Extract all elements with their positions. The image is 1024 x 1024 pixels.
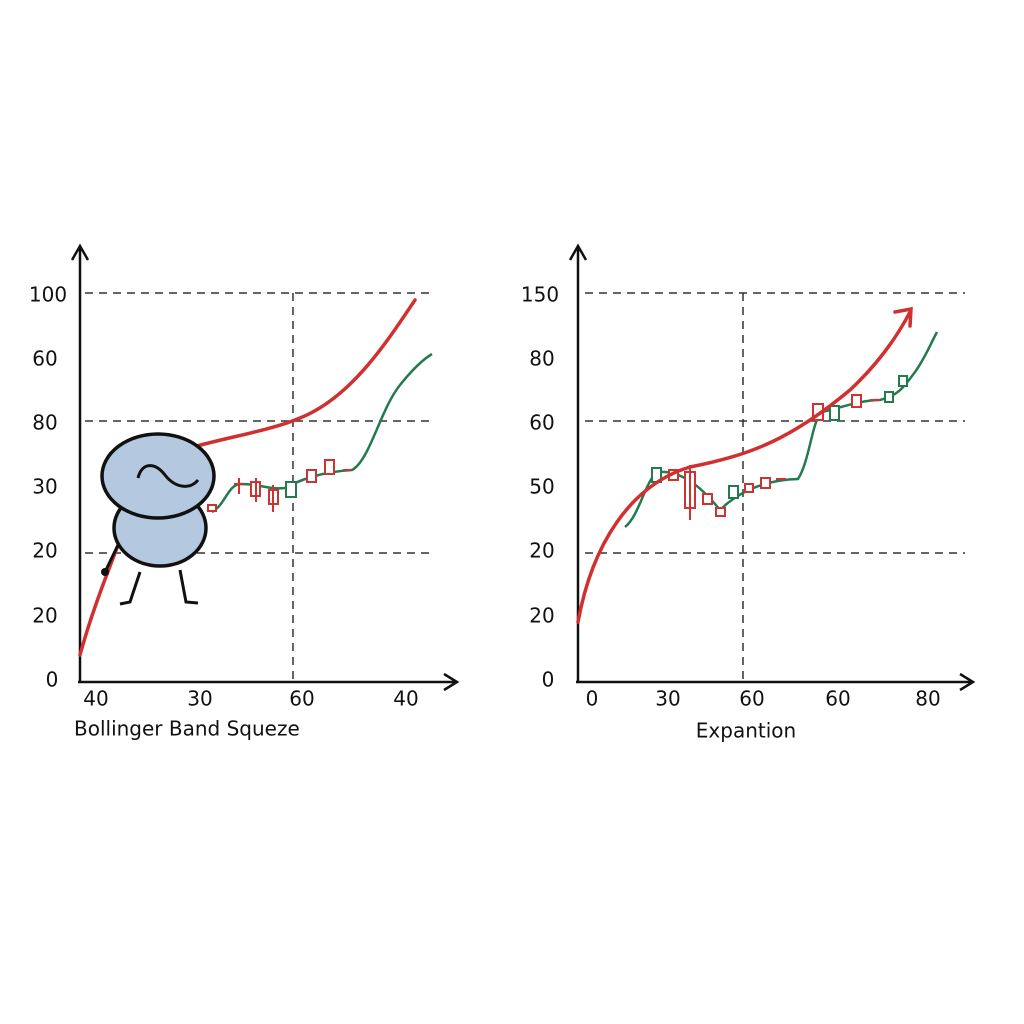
y-label: 50 xyxy=(529,475,554,499)
y-label: 30 xyxy=(32,475,57,499)
candle xyxy=(715,507,726,517)
head xyxy=(100,432,216,520)
candle xyxy=(234,478,244,494)
y-label: 100 xyxy=(29,283,67,307)
candles xyxy=(207,459,352,512)
candles xyxy=(651,375,908,520)
x-label: 30 xyxy=(655,687,680,711)
candle xyxy=(829,405,840,421)
left-panel: 100 60 80 30 20 20 0 40 30 60 40 Bolling… xyxy=(29,243,460,741)
y-label: 80 xyxy=(529,347,554,371)
candle xyxy=(851,394,862,408)
y-label: 60 xyxy=(32,347,57,371)
candle xyxy=(884,391,894,403)
y-label: 20 xyxy=(529,604,554,628)
x-label: 80 xyxy=(915,687,940,711)
y-label: 0 xyxy=(46,668,59,692)
character xyxy=(100,432,216,606)
caption: Bollinger Band Squeze xyxy=(74,717,300,741)
y-label: 150 xyxy=(521,283,559,307)
x-label: 0 xyxy=(586,687,599,711)
candle xyxy=(744,483,754,493)
x-label: 60 xyxy=(739,687,764,711)
x-label: 40 xyxy=(393,687,418,711)
candle xyxy=(324,459,335,475)
caption: Expantion xyxy=(696,719,796,743)
x-label: 40 xyxy=(83,687,108,711)
y-label: 20 xyxy=(529,539,554,563)
face xyxy=(136,464,200,488)
candle xyxy=(702,493,713,505)
hand xyxy=(101,568,109,576)
red-band xyxy=(576,306,913,624)
x-label: 60 xyxy=(825,687,850,711)
axes xyxy=(568,243,976,692)
candle xyxy=(760,477,771,489)
red-band xyxy=(78,298,417,657)
candle xyxy=(285,481,297,498)
limbs xyxy=(103,544,199,606)
candle xyxy=(306,469,317,483)
y-label: 60 xyxy=(529,411,554,435)
candle xyxy=(728,485,739,499)
x-label: 60 xyxy=(289,687,314,711)
y-label: 20 xyxy=(32,604,57,628)
candle xyxy=(898,375,908,387)
y-label: 80 xyxy=(32,411,57,435)
y-label: 0 xyxy=(542,668,555,692)
y-label: 20 xyxy=(32,539,57,563)
x-label: 30 xyxy=(187,687,212,711)
right-panel: 150 80 60 50 20 20 0 0 30 60 60 80 Expan… xyxy=(521,243,976,743)
axes xyxy=(70,243,460,692)
candle xyxy=(207,504,217,512)
